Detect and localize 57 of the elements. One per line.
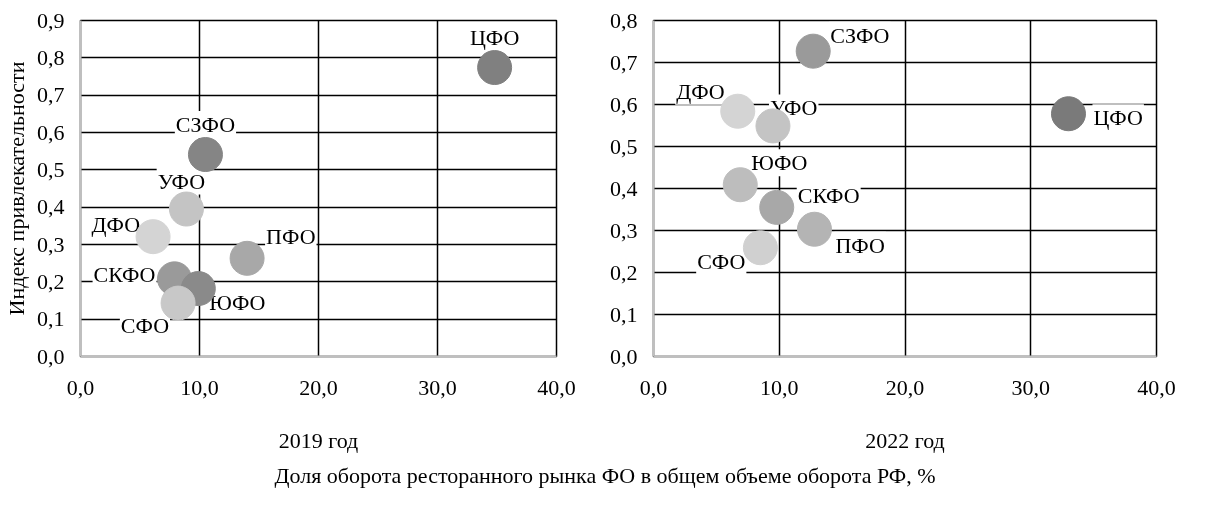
annotation: СЗФО [175, 112, 236, 138]
y-tick-label: 0,7 [610, 49, 638, 75]
y-tick-label: 0,4 [37, 194, 65, 220]
annotation: ЮФО [209, 290, 266, 316]
x-tick-label: 20,0 [299, 374, 338, 400]
x-tick-label: 20,0 [885, 374, 925, 400]
y-tick-label: 0,5 [610, 133, 638, 159]
annotation: СЗФО [830, 22, 890, 48]
y-tick-label: 0,0 [610, 343, 638, 369]
y-tick-label: 0,0 [37, 343, 65, 369]
x-tick-label: 0,0 [66, 374, 95, 400]
point [477, 50, 513, 86]
y-tick-label: 0,6 [610, 91, 638, 117]
x-tick-label: 10,0 [760, 374, 799, 400]
y-tick-label: 0,2 [37, 268, 65, 294]
y-tick-label: 0,8 [610, 7, 638, 33]
annotation: ЦФО [469, 25, 520, 51]
x-tick-label: 40,0 [1137, 374, 1176, 400]
y-tick-label: 0,3 [37, 231, 65, 257]
x-tick-label: 30,0 [418, 374, 457, 400]
point [1050, 96, 1086, 132]
x-tick-label: 30,0 [1011, 374, 1050, 400]
annotation: ПФО [266, 223, 316, 249]
y-tick-label: 0,5 [37, 156, 65, 182]
y-tick-label: 0,6 [37, 119, 65, 145]
x-axis-title: 2019 год [278, 427, 359, 453]
y-tick-label: 0,2 [610, 259, 638, 285]
x-tick-label: 10,0 [180, 374, 219, 400]
y-axis-title: Индекс привлекательности [4, 61, 29, 316]
y-tick-label: 0,7 [37, 82, 65, 108]
x-tick-label: 40,0 [537, 374, 576, 400]
y-tick-label: 0,9 [37, 7, 65, 33]
annotation: УФО [157, 168, 206, 194]
y-tick-label: 0,4 [610, 175, 638, 201]
point [795, 33, 831, 69]
x-axis-title: 2022 год [865, 427, 945, 453]
text: Доля оборота ресторанного рынка ФО в общем объеме оборота РФ, % [274, 462, 936, 490]
annotation: ЮФО [751, 150, 808, 176]
annotation: СКФО [93, 262, 156, 288]
annotation: ДФО [676, 78, 725, 104]
point [229, 240, 265, 276]
y-tick-label: 0,1 [37, 306, 65, 332]
point [187, 137, 223, 172]
annotation: СФО [120, 312, 170, 338]
point [160, 285, 196, 321]
y-tick-label: 0,1 [610, 301, 638, 327]
point [796, 211, 832, 247]
annotation: СКФО [797, 182, 860, 208]
point [168, 191, 204, 227]
y-tick-label: 0,3 [610, 217, 638, 243]
y-tick-label: 0,8 [37, 44, 65, 70]
x-tick-label: 0,0 [639, 374, 668, 400]
annotation: ДФО [91, 212, 141, 238]
annotation: СФО [697, 249, 746, 275]
annotation: ЦФО [1093, 105, 1143, 131]
point [759, 189, 795, 225]
annotation: ПФО [835, 232, 885, 258]
